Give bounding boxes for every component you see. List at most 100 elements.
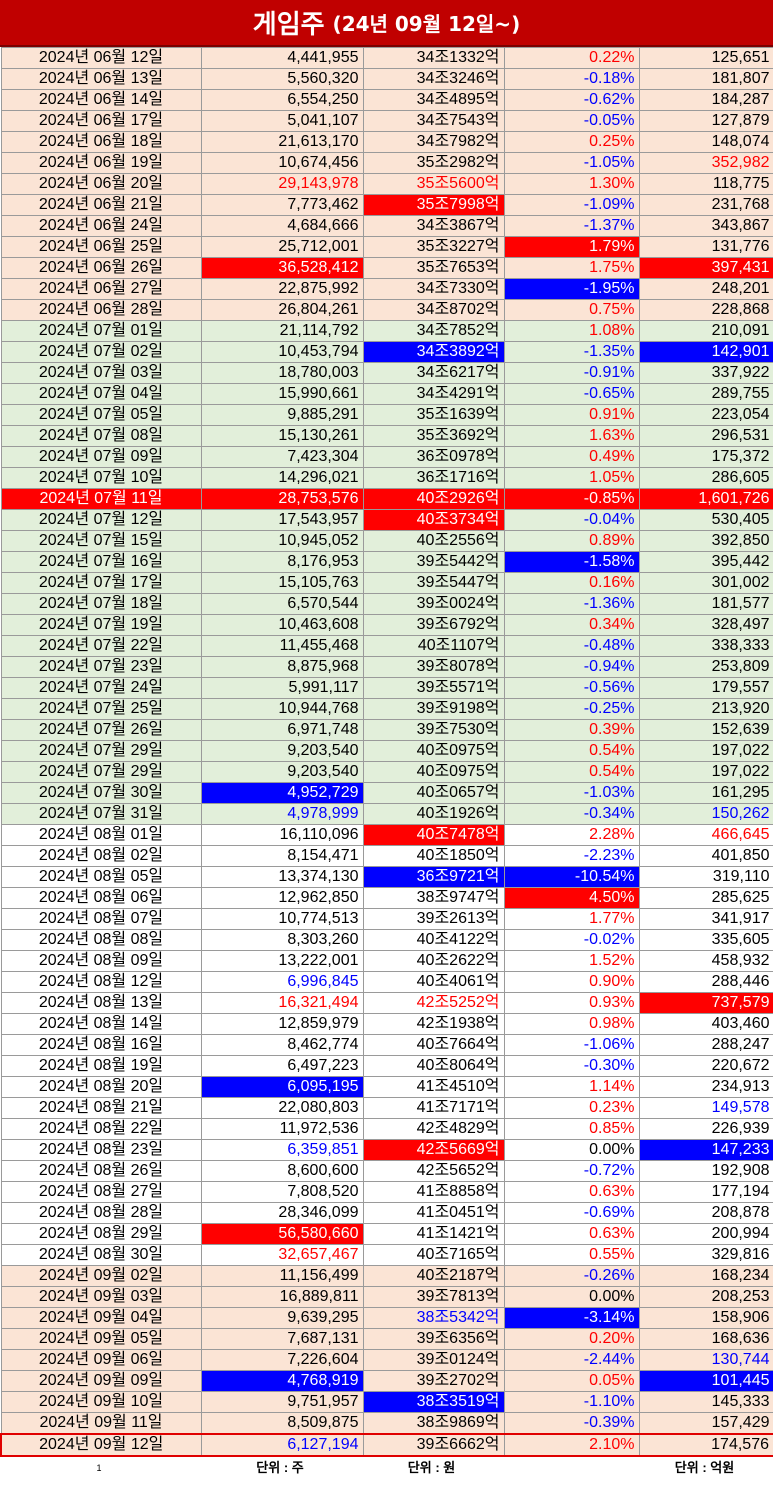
market-cap-cell: 40조7165억 bbox=[362, 1244, 505, 1266]
market-cap-cell: 39조5571억 bbox=[362, 677, 505, 699]
date-cell: 2024년 08월 08일 bbox=[0, 929, 202, 951]
market-cap-cell: 41조7171억 bbox=[362, 1097, 505, 1119]
change-cell: -0.34% bbox=[503, 803, 640, 825]
change-cell: 0.16% bbox=[503, 572, 640, 594]
volume-cell: 32,657,467 bbox=[200, 1244, 364, 1266]
date-cell: 2024년 07월 12일 bbox=[0, 509, 202, 531]
price-unit: 단위 : 원 bbox=[363, 1456, 504, 1478]
market-cap-cell: 40조4061억 bbox=[362, 971, 505, 993]
date-cell: 2024년 07월 29일 bbox=[0, 761, 202, 783]
trade-amount-cell: 147,233 bbox=[638, 1139, 773, 1161]
market-cap-cell: 39조7530억 bbox=[362, 719, 505, 741]
table-row: 2024년 07월 31일 4,978,999 40조1926억 -0.34% 150,… bbox=[0, 803, 773, 825]
volume-cell: 4,768,919 bbox=[200, 1370, 364, 1392]
trade-amount-cell: 127,879 bbox=[638, 110, 773, 132]
change-cell: -0.94% bbox=[503, 656, 640, 678]
change-cell: 0.85% bbox=[503, 1118, 640, 1140]
table-row: 2024년 09월 05일 7,687,131 39조6356억 0.20% 168,6… bbox=[0, 1328, 773, 1350]
table-row: 2024년 09월 10일 9,751,957 38조3519억 -1.10% 145,… bbox=[0, 1391, 773, 1413]
date-cell: 2024년 07월 10일 bbox=[0, 467, 202, 489]
volume-cell: 21,613,170 bbox=[200, 131, 364, 153]
market-cap-cell: 40조2622억 bbox=[362, 950, 505, 972]
volume-cell: 6,996,845 bbox=[200, 971, 364, 993]
date-cell: 2024년 09월 10일 bbox=[0, 1391, 202, 1413]
market-cap-cell: 36조1716억 bbox=[362, 467, 505, 489]
stock-table: 2024년 06월 12일 4,441,955 34조1332억 0.22% 125,6… bbox=[0, 47, 773, 1478]
volume-cell: 8,154,471 bbox=[200, 845, 364, 867]
table-row: 2024년 06월 28일 26,804,261 34조8702억 0.75% 228,… bbox=[0, 299, 773, 321]
date-cell: 2024년 07월 05일 bbox=[0, 404, 202, 426]
trade-amount-cell: 329,816 bbox=[638, 1244, 773, 1266]
table-row: 2024년 09월 02일 11,156,499 40조2187억 -0.26% 168… bbox=[0, 1265, 773, 1287]
market-cap-cell: 35조5600억 bbox=[362, 173, 505, 195]
date-cell: 2024년 09월 02일 bbox=[0, 1265, 202, 1287]
table-row: 2024년 06월 25일 25,712,001 35조3227억 1.79% 131,… bbox=[0, 236, 773, 258]
table-row: 2024년 07월 11일 28,753,576 40조2926억 -0.85% 1,6… bbox=[0, 488, 773, 510]
change-cell: -2.23% bbox=[503, 845, 640, 867]
trade-amount-cell: 403,460 bbox=[638, 1013, 773, 1035]
trade-amount-cell: 466,645 bbox=[638, 824, 773, 846]
trade-amount-cell: 397,431 bbox=[638, 257, 773, 279]
footer-empty bbox=[504, 1456, 639, 1478]
volume-cell: 36,528,412 bbox=[200, 257, 364, 279]
trade-amount-cell: 197,022 bbox=[638, 740, 773, 762]
table-row: 2024년 08월 22일 11,972,536 42조4829억 0.85% 226,… bbox=[0, 1118, 773, 1140]
market-cap-cell: 39조6356억 bbox=[362, 1328, 505, 1350]
table-row: 2024년 07월 30일 4,952,729 40조0657억 -1.03% 161,… bbox=[0, 782, 773, 804]
date-cell: 2024년 06월 17일 bbox=[0, 110, 202, 132]
table-row: 2024년 07월 29일 9,203,540 40조0975억 0.54% 197,0… bbox=[0, 740, 773, 762]
change-cell: 0.54% bbox=[503, 740, 640, 762]
date-cell: 2024년 06월 20일 bbox=[0, 173, 202, 195]
trade-amount-cell: 352,982 bbox=[638, 152, 773, 174]
change-cell: -10.54% bbox=[503, 866, 640, 888]
table-row: 2024년 08월 26일 8,600,600 42조5652억 -0.72% 192,… bbox=[0, 1160, 773, 1182]
volume-cell: 8,875,968 bbox=[200, 656, 364, 678]
date-cell: 2024년 08월 28일 bbox=[0, 1202, 202, 1224]
trade-amount-cell: 181,577 bbox=[638, 593, 773, 615]
market-cap-cell: 35조3227억 bbox=[362, 236, 505, 258]
footer-marker: 1 bbox=[1, 1456, 201, 1478]
market-cap-cell: 35조2982억 bbox=[362, 152, 505, 174]
date-cell: 2024년 07월 02일 bbox=[0, 341, 202, 363]
volume-cell: 6,570,544 bbox=[200, 593, 364, 615]
date-cell: 2024년 07월 29일 bbox=[0, 740, 202, 762]
date-cell: 2024년 08월 13일 bbox=[0, 992, 202, 1014]
date-cell: 2024년 07월 11일 bbox=[0, 488, 202, 510]
volume-cell: 9,639,295 bbox=[200, 1307, 364, 1329]
volume-cell: 18,780,003 bbox=[200, 362, 364, 384]
market-cap-cell: 34조1332억 bbox=[362, 47, 505, 69]
volume-cell: 10,774,513 bbox=[200, 908, 364, 930]
date-cell: 2024년 06월 12일 bbox=[0, 47, 202, 69]
date-cell: 2024년 07월 16일 bbox=[0, 551, 202, 573]
volume-cell: 22,080,803 bbox=[200, 1097, 364, 1119]
change-cell: 0.98% bbox=[503, 1013, 640, 1035]
trade-amount-cell: 208,878 bbox=[638, 1202, 773, 1224]
change-cell: -0.04% bbox=[503, 509, 640, 531]
trade-amount-cell: 208,253 bbox=[638, 1286, 773, 1308]
change-cell: 0.54% bbox=[503, 761, 640, 783]
volume-cell: 10,674,456 bbox=[200, 152, 364, 174]
volume-cell: 13,374,130 bbox=[200, 866, 364, 888]
trade-amount-cell: 530,405 bbox=[638, 509, 773, 531]
market-cap-cell: 35조1639억 bbox=[362, 404, 505, 426]
trade-amount-cell: 149,578 bbox=[638, 1097, 773, 1119]
change-cell: -0.56% bbox=[503, 677, 640, 699]
table-row: 2024년 08월 08일 8,303,260 40조4122억 -0.02% 335,… bbox=[0, 929, 773, 951]
trade-amount-cell: 145,333 bbox=[638, 1391, 773, 1413]
table-row: 2024년 08월 12일 6,996,845 40조4061억 0.90% 288,4… bbox=[0, 971, 773, 993]
volume-cell: 4,952,729 bbox=[200, 782, 364, 804]
change-cell: -0.62% bbox=[503, 89, 640, 111]
table-row: 2024년 07월 26일 6,971,748 39조7530억 0.39% 152,6… bbox=[0, 719, 773, 741]
table-row: 2024년 08월 20일 6,095,195 41조4510억 1.14% 234,9… bbox=[0, 1076, 773, 1098]
table-row: 2024년 08월 29일 56,580,660 41조1421억 0.63% 200,… bbox=[0, 1223, 773, 1245]
trade-amount-cell: 179,557 bbox=[638, 677, 773, 699]
table-row: 2024년 06월 20일 29,143,978 35조5600억 1.30% 118,… bbox=[0, 173, 773, 195]
volume-cell: 17,543,957 bbox=[200, 509, 364, 531]
table-row: 2024년 09월 03일 16,889,811 39조7813억 0.00% 208,… bbox=[0, 1286, 773, 1308]
trade-amount-cell: 148,074 bbox=[638, 131, 773, 153]
date-cell: 2024년 07월 01일 bbox=[0, 320, 202, 342]
trade-amount-cell: 131,776 bbox=[638, 236, 773, 258]
volume-cell: 6,095,195 bbox=[200, 1076, 364, 1098]
date-cell: 2024년 08월 30일 bbox=[0, 1244, 202, 1266]
date-cell: 2024년 09월 05일 bbox=[0, 1328, 202, 1350]
